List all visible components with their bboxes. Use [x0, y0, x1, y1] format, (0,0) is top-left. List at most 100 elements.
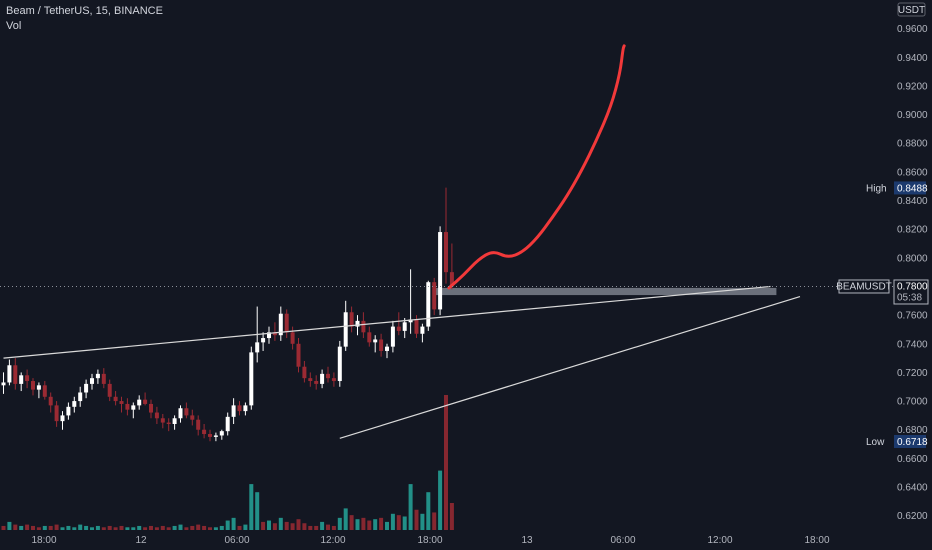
volume-bar — [449, 503, 454, 530]
time-axis-ticks: 18:00 12 06:00 12:00 18:00 13 06:00 12:00 18:00 — [31, 535, 829, 546]
price-axis[interactable]: 0.9600 0.9400 0.9200 0.9000 0.8800 0.8600 0.84… — [893, 0, 932, 530]
symbol-badge — [838, 279, 890, 294]
candle-body — [373, 339, 378, 343]
candle-body — [432, 282, 437, 310]
candle-body — [125, 403, 130, 410]
candle-body — [302, 366, 307, 379]
candle-body — [420, 326, 425, 334]
candle-body — [367, 332, 372, 343]
volume-bar — [290, 523, 295, 530]
volume-bar — [278, 517, 283, 530]
volume-bar — [202, 525, 207, 530]
candle-body — [137, 399, 142, 406]
candle-body — [66, 406, 71, 416]
volume-bar — [414, 509, 419, 530]
volume-bar — [373, 519, 378, 530]
volume-bar — [78, 524, 83, 530]
candle-body — [438, 232, 443, 310]
volume-bar — [72, 527, 77, 530]
candle-body — [390, 326, 395, 347]
volume-bar — [396, 515, 401, 530]
candle-body — [190, 415, 195, 420]
volume-bar — [172, 525, 177, 530]
candle-body — [208, 434, 212, 437]
candle-body — [90, 378, 94, 384]
volume-bar — [101, 527, 106, 530]
price-tick-label: 0.7000 — [897, 397, 928, 408]
last-price-marker: BEAMUSDT 0.7800 05:38 — [836, 279, 929, 305]
volume-bar — [178, 524, 183, 530]
trendline-drawings[interactable] — [3, 285, 801, 439]
volume-bar — [438, 470, 443, 530]
candle-body — [160, 418, 165, 423]
candle-body — [225, 416, 230, 432]
candle-body — [154, 412, 159, 419]
volume-bar — [149, 525, 153, 530]
candle-body — [355, 320, 360, 327]
candle-body — [379, 339, 384, 351]
high-price-badge — [894, 181, 926, 195]
volume-label[interactable]: Vol — [6, 20, 22, 32]
volume-bar — [444, 395, 448, 530]
low-price-badge — [894, 434, 926, 448]
price-tick-label: 0.8000 — [897, 253, 928, 264]
volume-bar — [385, 521, 389, 530]
candle-body — [290, 332, 295, 344]
volume-bar — [54, 524, 59, 530]
candle-body — [402, 322, 407, 331]
volume-bar — [113, 527, 118, 530]
time-tick-label: 18:00 — [31, 535, 56, 546]
time-axis[interactable]: 18:00 12 06:00 12:00 18:00 13 06:00 12:00 18:00 — [0, 530, 932, 550]
zone-rect — [434, 287, 777, 296]
volume-bar — [31, 525, 35, 530]
price-axis-ticks: 0.9600 0.9400 0.9200 0.9000 0.8800 0.8600 0.84… — [897, 24, 928, 522]
support-zone-rectangle[interactable] — [434, 287, 777, 296]
price-tick-label: 0.8800 — [897, 139, 928, 150]
candle-body — [54, 405, 59, 422]
volume-bar — [243, 524, 248, 530]
time-tick-label: 13 — [521, 535, 533, 546]
candle-body — [272, 332, 277, 336]
candle-body — [396, 326, 401, 331]
volume-bar — [432, 512, 437, 530]
volume-bar — [213, 527, 218, 530]
volume-bar — [272, 523, 277, 530]
low-marker: Low 0.6718 — [866, 434, 928, 448]
symbol-title[interactable]: Beam / TetherUS, 15, BINANCE — [6, 5, 163, 17]
volume-bar — [237, 525, 242, 530]
currency-badge[interactable] — [897, 2, 926, 17]
volume-bar — [267, 520, 271, 530]
price-tick-label: 0.6800 — [897, 425, 928, 436]
high-price-value: 0.8488 — [897, 183, 928, 194]
high-label: High — [866, 183, 887, 194]
low-label: Low — [866, 437, 885, 448]
price-tick-label: 0.6600 — [897, 454, 928, 465]
price-tick-label: 0.9600 — [897, 24, 928, 35]
candlestick-series — [1, 187, 454, 442]
volume-bar — [125, 527, 130, 530]
volume-bar — [326, 524, 330, 530]
candle-body — [72, 401, 77, 407]
price-tick-label: 0.6400 — [897, 483, 928, 494]
candle-body — [107, 383, 112, 397]
candle-body — [149, 403, 153, 413]
volume-bar — [255, 492, 260, 530]
volume-bar — [296, 519, 301, 530]
candle-body — [296, 343, 301, 367]
candle-body — [172, 418, 177, 424]
candle-body — [78, 392, 83, 402]
projection-drawing[interactable] — [447, 44, 626, 290]
price-tick-label: 0.9200 — [897, 81, 928, 92]
candle-body — [36, 385, 41, 390]
candle-body — [196, 419, 201, 430]
time-tick-label: 18:00 — [804, 535, 829, 546]
time-tick-label: 18:00 — [417, 535, 442, 546]
volume-bar — [420, 513, 425, 530]
candle-body — [385, 346, 389, 351]
candle-body — [314, 381, 319, 384]
volume-bar — [13, 524, 18, 530]
candle-body — [426, 282, 431, 327]
low-price-value: 0.6718 — [897, 437, 928, 448]
time-axis-background — [0, 530, 932, 550]
